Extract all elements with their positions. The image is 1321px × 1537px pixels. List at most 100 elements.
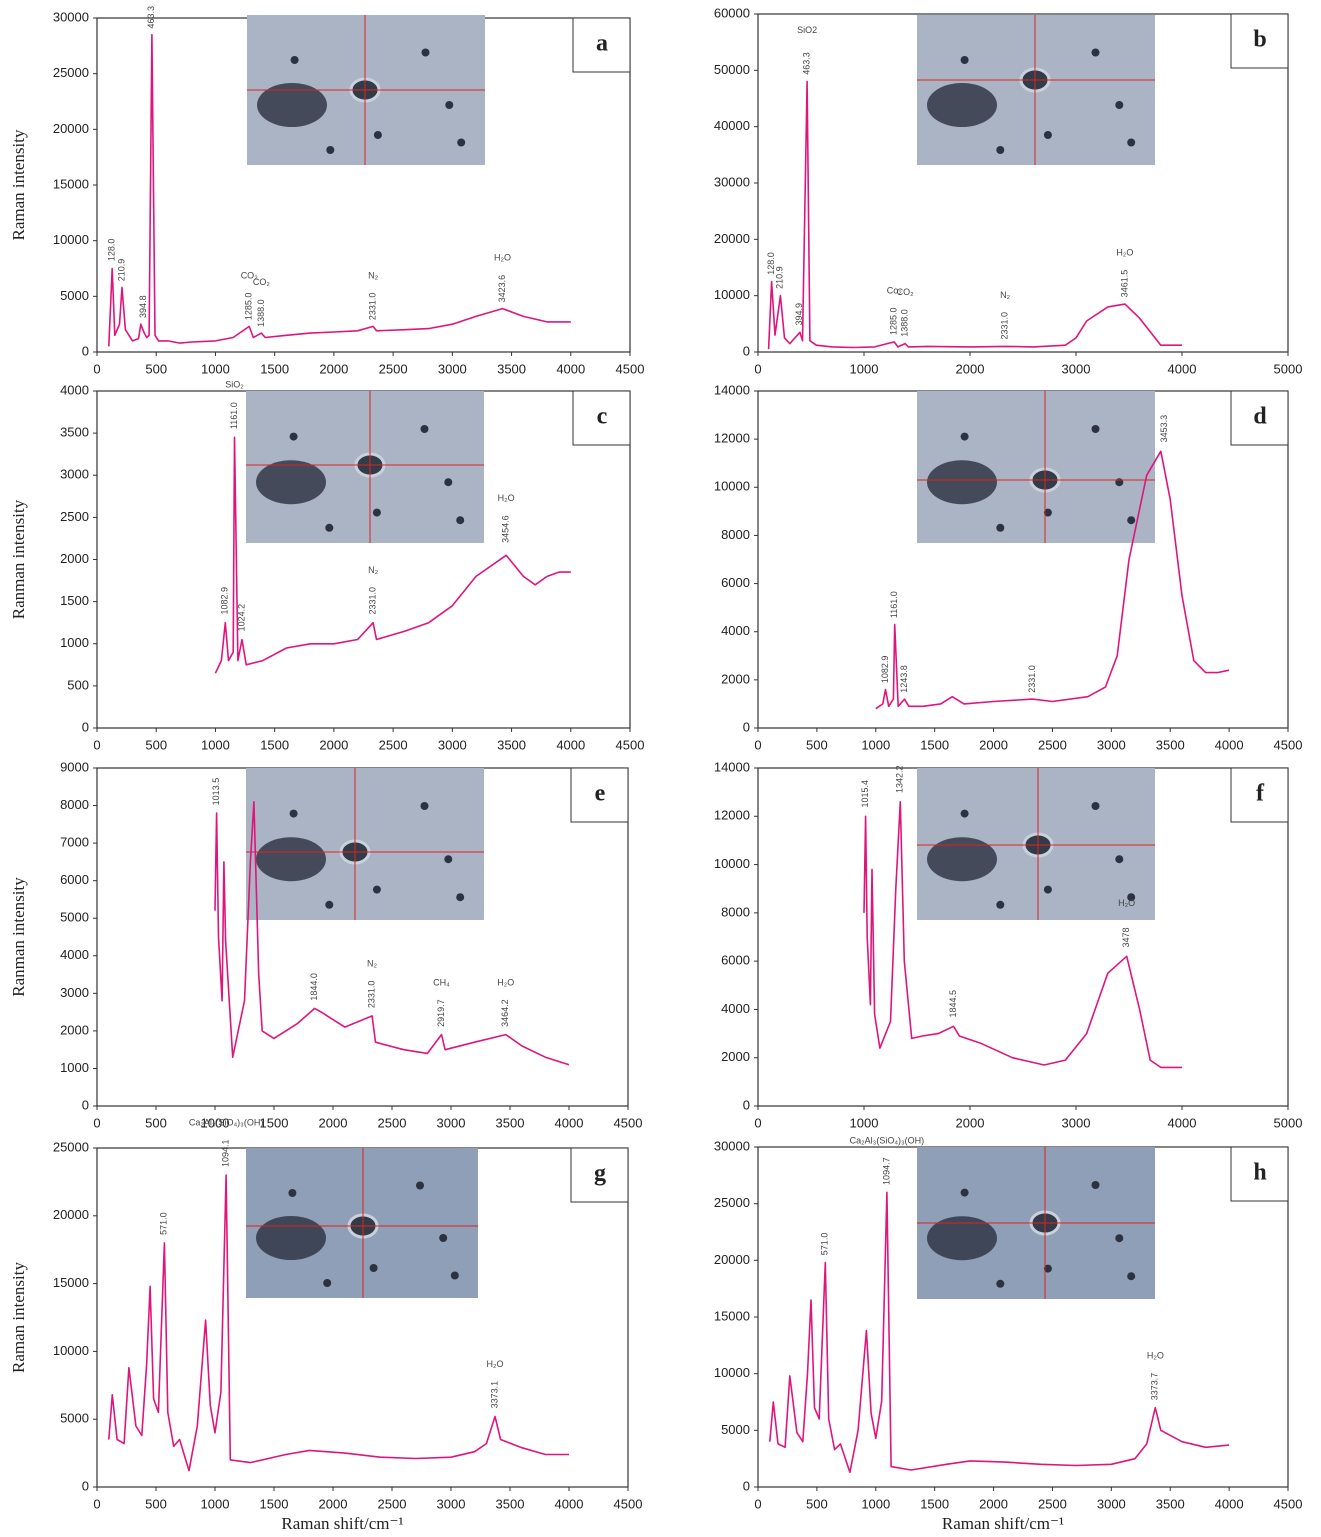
inset-particle xyxy=(421,48,430,57)
panel-letter-box xyxy=(1230,1146,1289,1202)
y-tick-label: 6000 xyxy=(721,953,750,968)
x-tick-label: 2500 xyxy=(378,1115,407,1130)
y-tick-label: 0 xyxy=(743,1097,750,1112)
species-label: N₂ xyxy=(1000,290,1010,300)
species-label: SiO2 xyxy=(797,25,817,35)
y-tick-label: 25000 xyxy=(53,1139,89,1154)
inset-shadow xyxy=(927,837,997,882)
peak-label: 571.0 xyxy=(820,1233,830,1256)
inset-particle xyxy=(445,101,454,109)
spectrum-line xyxy=(863,801,1182,1069)
spectrum-line xyxy=(214,436,571,674)
y-tick-label: 25000 xyxy=(714,1195,750,1210)
x-tick-label: 4000 xyxy=(556,361,585,376)
y-tick-label: 0 xyxy=(743,1478,750,1493)
peak-label: 1094.1 xyxy=(220,1140,230,1168)
species-label: CH₄ xyxy=(433,977,450,987)
y-tick-label: 6000 xyxy=(721,575,750,590)
y-axis-label: Raman intensity xyxy=(9,129,28,240)
peak-label: 394.9 xyxy=(794,303,804,326)
x-tick-label: 1500 xyxy=(260,1496,289,1511)
inset-particle xyxy=(1091,48,1100,57)
spectrum-line xyxy=(769,1191,1230,1474)
panel-letter: g xyxy=(594,1161,606,1187)
peak-label: 1015.4 xyxy=(860,780,870,808)
y-tick-label: 14000 xyxy=(714,759,750,774)
y-tick-label: 5000 xyxy=(60,1411,89,1426)
spectrum-line xyxy=(108,1174,569,1472)
x-tick-label: 0 xyxy=(93,737,100,752)
x-tick-label: 3500 xyxy=(496,1115,525,1130)
y-tick-label: 7000 xyxy=(60,835,89,850)
x-tick-label: 4500 xyxy=(616,737,645,752)
x-tick-label: 1000 xyxy=(861,1496,890,1511)
x-tick-label: 4500 xyxy=(1274,737,1303,752)
inset-particle xyxy=(290,56,299,64)
y-tick-label: 3500 xyxy=(60,425,89,440)
peak-label: 2331.0 xyxy=(366,981,376,1009)
inset-particle xyxy=(960,56,969,64)
x-tick-label: 4500 xyxy=(614,1496,643,1511)
x-tick-label: 0 xyxy=(754,1115,761,1130)
x-axis-label: Raman shift/cm⁻¹ xyxy=(942,1514,1064,1533)
y-axis-label: Ranman intensity xyxy=(9,499,28,619)
peak-label: 3453.3 xyxy=(1159,415,1169,443)
panel-letter-box xyxy=(570,1147,629,1203)
x-tick-label: 3000 xyxy=(437,1115,466,1130)
x-tick-label: 2500 xyxy=(378,1496,407,1511)
x-tick-label: 2000 xyxy=(956,361,985,376)
x-tick-label: 3500 xyxy=(496,1496,525,1511)
peak-label: 1161.0 xyxy=(889,591,899,618)
x-tick-label: 2000 xyxy=(319,361,348,376)
x-tick-label: 4500 xyxy=(616,361,645,376)
x-tick-label: 4000 xyxy=(555,1115,584,1130)
x-tick-label: 4000 xyxy=(1215,737,1244,752)
inset-particle xyxy=(1043,885,1052,894)
peak-label: 1024.2 xyxy=(236,604,246,632)
panel-letter: b xyxy=(1253,27,1266,53)
x-tick-label: 2500 xyxy=(1038,1496,1067,1511)
y-tick-label: 15000 xyxy=(53,1275,89,1290)
peak-label: 2331.0 xyxy=(999,312,1009,340)
peak-label: 3461.5 xyxy=(1119,270,1129,298)
y-tick-label: 1000 xyxy=(60,1060,89,1075)
y-tick-label: 500 xyxy=(67,677,89,692)
inset-particle xyxy=(960,809,969,818)
y-tick-label: 4000 xyxy=(721,623,750,638)
spectrum-line xyxy=(767,80,1182,350)
x-tick-label: 1000 xyxy=(850,361,879,376)
y-tick-label: 10000 xyxy=(53,1343,89,1358)
x-tick-label: 2500 xyxy=(379,361,408,376)
inset-particle xyxy=(1127,1272,1136,1281)
panel-letter-box xyxy=(1230,390,1289,446)
species-label: H₂O xyxy=(497,977,514,987)
panel-letter-box xyxy=(570,767,629,823)
y-tick-label: 15000 xyxy=(53,176,89,191)
inset-particle xyxy=(457,138,466,147)
inset-shadow xyxy=(256,837,326,882)
x-tick-label: 3500 xyxy=(497,361,526,376)
inset-particle xyxy=(416,1181,424,1190)
inset-shadow xyxy=(256,460,326,505)
inset-particle xyxy=(996,1279,1005,1288)
peak-label: 463.3 xyxy=(801,52,811,75)
y-tick-label: 12000 xyxy=(714,431,750,446)
species-label: N₂ xyxy=(368,565,378,575)
peak-label: 3373.1 xyxy=(489,1381,499,1409)
inset-particle xyxy=(960,1188,969,1197)
y-tick-label: 30000 xyxy=(53,9,89,24)
x-tick-label: 0 xyxy=(754,361,761,376)
peak-label: 1082.9 xyxy=(220,587,230,615)
x-tick-label: 4000 xyxy=(556,737,585,752)
y-tick-label: 2000 xyxy=(721,1049,750,1064)
x-tick-label: 3000 xyxy=(1062,361,1091,376)
y-tick-label: 10000 xyxy=(53,232,89,247)
x-tick-label: 4000 xyxy=(1168,1115,1197,1130)
species-label: H₂O xyxy=(487,1359,504,1369)
peak-label: 1161.0 xyxy=(229,402,239,429)
x-tick-label: 0 xyxy=(754,1496,761,1511)
inset-particle xyxy=(996,146,1005,154)
y-axis-label: Raman intensity xyxy=(9,1262,28,1373)
inset-particle xyxy=(450,1271,459,1280)
species-label: Ca₂Al₃(SiO₄)₃(OH) xyxy=(189,1117,264,1127)
